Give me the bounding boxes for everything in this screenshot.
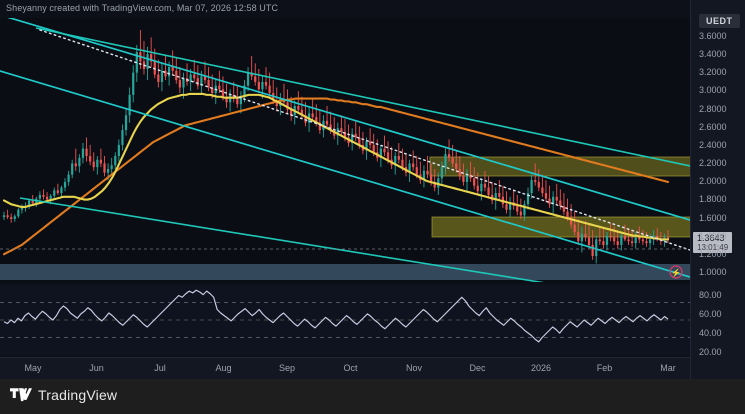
rsi-axis-tick: 60.00: [699, 309, 722, 319]
signal-marker-icon[interactable]: [669, 265, 683, 279]
price-axis-tick: 1.0000: [699, 267, 727, 277]
footer-bar: TradingView: [0, 379, 745, 414]
price-axis-tick: 2.2000: [699, 158, 727, 169]
dotted-trendline: [39, 29, 690, 251]
time-axis[interactable]: May Jun Jul Aug Sep Oct Nov Dec 2026 Feb Mar: [0, 357, 690, 380]
trendline-channel-upper: [7, 18, 690, 221]
trendline-secondary-lower: [19, 197, 545, 282]
signal-marker-glyph: ⚡: [671, 268, 681, 278]
rsi-pane[interactable]: [0, 285, 690, 355]
price-axis[interactable]: UEDT 1.3643 13:01:49 3.6000 3.4000 3.2000 3…: [690, 0, 745, 379]
price-axis-tick: 2.4000: [699, 139, 727, 150]
trendline-secondary-upper: [35, 27, 690, 167]
tradingview-logo-icon: [10, 388, 32, 402]
time-axis-tick: Aug: [215, 363, 232, 373]
chart-top-strip: [0, 0, 690, 18]
moving-average-yellow: [2, 92, 670, 241]
resistance-box-upper: [429, 156, 690, 177]
time-axis-tick: Mar: [660, 363, 676, 373]
time-axis-tick: Jul: [154, 363, 166, 373]
price-pane[interactable]: ⚡: [0, 18, 690, 282]
bar-countdown: 13:01:49: [697, 243, 729, 252]
resistance-box-lower: [431, 216, 690, 238]
price-axis-tick: 3.4000: [699, 49, 727, 60]
time-axis-tick: May: [24, 363, 42, 373]
rsi-line: [3, 289, 669, 343]
price-axis-tick: 3.0000: [699, 85, 727, 96]
price-axis-tick: 1.8000: [699, 194, 727, 205]
price-axis-tick: 1.6000: [699, 212, 727, 223]
rsi-axis-tick: 80.00: [699, 290, 722, 300]
price-axis-tick: 2.0000: [699, 176, 727, 187]
rsi-axis-tick: 20.00: [699, 347, 722, 357]
tradingview-wordmark: TradingView: [38, 387, 118, 403]
current-price-value: 1.3643: [697, 233, 725, 243]
tradingview-logo[interactable]: TradingView: [10, 387, 117, 403]
time-axis-tick: Sep: [278, 363, 296, 373]
price-axis-tick: 2.6000: [699, 121, 727, 132]
time-axis-tick: Feb: [596, 363, 613, 373]
time-axis-tick: Dec: [469, 363, 486, 373]
symbol-badge: UEDT: [699, 14, 740, 28]
price-axis-tick: 1.4000: [699, 230, 727, 241]
price-axis-tick: 3.6000: [699, 31, 727, 41]
price-axis-tick: 1.2000: [699, 248, 727, 259]
time-axis-tick: Jun: [89, 363, 104, 373]
time-axis-tick: Nov: [405, 363, 423, 373]
time-axis-tick: 2026: [530, 363, 552, 373]
price-axis-tick: 3.2000: [699, 67, 727, 78]
time-axis-tick: Oct: [343, 363, 358, 373]
rsi-chart-canvas: [0, 289, 690, 343]
price-chart-canvas: ⚡: [0, 18, 690, 282]
current-price-tag: 1.3643 13:01:49: [693, 232, 733, 253]
support-band: [0, 264, 690, 280]
trendline-channel-lower: [0, 70, 690, 278]
price-axis-tick: 2.8000: [699, 103, 727, 114]
chart-watermark-text: Sheyanny created with TradingView.com, M…: [6, 3, 279, 13]
candlestick-series: [2, 30, 670, 264]
rsi-axis-tick: 40.00: [699, 328, 722, 338]
